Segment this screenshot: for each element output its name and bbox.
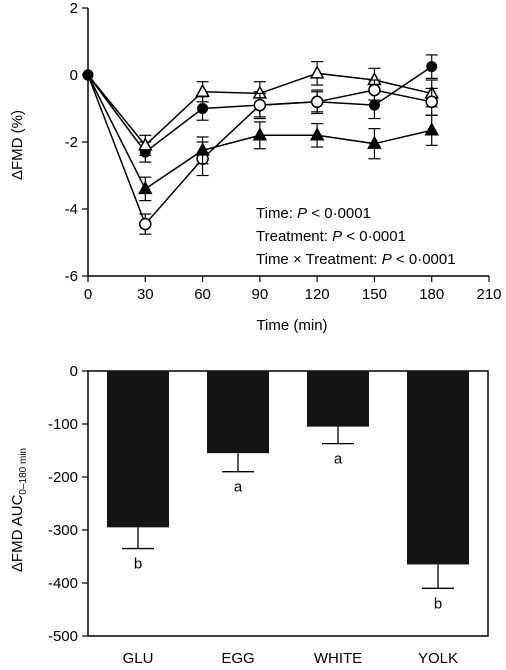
- annotation-p: P: [332, 228, 342, 245]
- bar-chart-y-axis-title: ΔFMD AUC0–180 min: [9, 448, 29, 572]
- bar-chart-bars: b GLU a EGG a WHITE b YOLK: [107, 371, 469, 667]
- annotation-line: Time × Treatment: P < 0·0001: [256, 251, 456, 268]
- bar-egg: [207, 371, 269, 454]
- bar-significance-label: b: [434, 595, 442, 612]
- data-point: [309, 65, 325, 79]
- line-chart-y-tick-label: 0: [70, 67, 78, 84]
- data-point: [309, 127, 325, 141]
- bar-chart-axes: 0 -100 -200 -300 -400 -500: [48, 363, 489, 645]
- bar-category-label: GLU: [123, 650, 154, 667]
- annotation-label: Treatment:: [256, 228, 332, 245]
- bar-chart-y-tick-label: -300: [48, 522, 78, 539]
- data-point: [195, 142, 210, 156]
- line-chart-y-tick-label: -4: [65, 201, 78, 218]
- bar-category-label: WHITE: [314, 650, 362, 667]
- bar-chart-y-axis-title-subscript: 0–180 min: [18, 448, 29, 495]
- bar-yolk: [407, 371, 469, 565]
- annotation-line: Treatment: P < 0·0001: [256, 228, 406, 245]
- data-point: [195, 83, 210, 97]
- line-chart-y-tick-label: -2: [65, 134, 78, 151]
- line-chart-x-tick-label: 90: [252, 286, 269, 303]
- annotation-p: P: [297, 205, 307, 222]
- data-point: [139, 217, 152, 231]
- data-point: [367, 135, 382, 149]
- bar-white: [307, 371, 369, 427]
- data-point: [368, 83, 381, 97]
- line-chart-x-tick-label: 150: [362, 286, 387, 303]
- annotation-value: < 0·0001: [342, 228, 406, 245]
- bar-chart-y-tick-label: -500: [48, 628, 78, 645]
- data-point: [82, 69, 94, 81]
- data-point: [424, 122, 439, 136]
- bar-category-label: EGG: [221, 650, 254, 667]
- line-chart-y-tick-label: 2: [70, 0, 78, 17]
- line-chart-x-tick-label: 30: [137, 286, 154, 303]
- line-chart-x-axis-title: Time (min): [256, 317, 327, 334]
- line-series-open-circle: [82, 69, 438, 235]
- bar-chart-y-tick-label: -200: [48, 469, 78, 486]
- line-chart-y-tick-label: -6: [65, 268, 78, 285]
- data-point: [425, 95, 438, 109]
- bar-significance-label: a: [334, 451, 343, 468]
- data-point: [197, 103, 209, 114]
- bar-chart-y-tick-label: -100: [48, 416, 78, 433]
- bar-chart-frame: [87, 370, 489, 637]
- data-point: [252, 127, 268, 141]
- line-chart-x-tick-label: 210: [476, 286, 501, 303]
- line-chart-x-tick-label: 0: [84, 286, 92, 303]
- annotation-line: Time: P < 0·0001: [256, 205, 371, 222]
- bar-chart-y-tick-label: -400: [48, 575, 78, 592]
- bar-chart-y-axis-title-main: ΔFMD AUC: [9, 494, 26, 572]
- bar-significance-label: a: [234, 479, 243, 496]
- data-point: [368, 99, 380, 111]
- bar-significance-label: b: [134, 556, 142, 573]
- annotation-label: Time × Treatment:: [256, 251, 382, 268]
- annotation-label: Time:: [256, 205, 297, 222]
- data-point: [138, 180, 153, 195]
- line-chart: 2 0 -2 -4 -6 0 30 60 90 120 150 180 210 ΔFMD (%) Tim…: [9, 0, 502, 334]
- line-chart-y-axis-title: ΔFMD (%): [9, 110, 26, 180]
- line-series-filled-triangle: [82, 69, 439, 202]
- bar-chart: 0 -100 -200 -300 -400 -500 b GLU a EGG a WHITE b YOL…: [9, 363, 489, 667]
- line-chart-x-tick-label: 60: [194, 286, 211, 303]
- annotation-p: P: [382, 251, 392, 268]
- line-chart-x-tick-label: 120: [305, 286, 330, 303]
- bar-chart-y-tick-label: 0: [70, 363, 78, 380]
- annotation-value: < 0·0001: [392, 251, 456, 268]
- bar-category-label: YOLK: [418, 650, 458, 667]
- data-point: [310, 95, 324, 109]
- line-chart-series: [82, 54, 439, 235]
- data-point: [426, 61, 438, 73]
- data-point: [253, 98, 267, 112]
- annotation-value: < 0·0001: [307, 205, 371, 222]
- line-chart-axes: 2 0 -2 -4 -6 0 30 60 90 120 150 180 210: [65, 0, 502, 303]
- bar-glu: [107, 371, 169, 528]
- data-point: [138, 137, 153, 151]
- line-chart-x-tick-label: 180: [419, 286, 444, 303]
